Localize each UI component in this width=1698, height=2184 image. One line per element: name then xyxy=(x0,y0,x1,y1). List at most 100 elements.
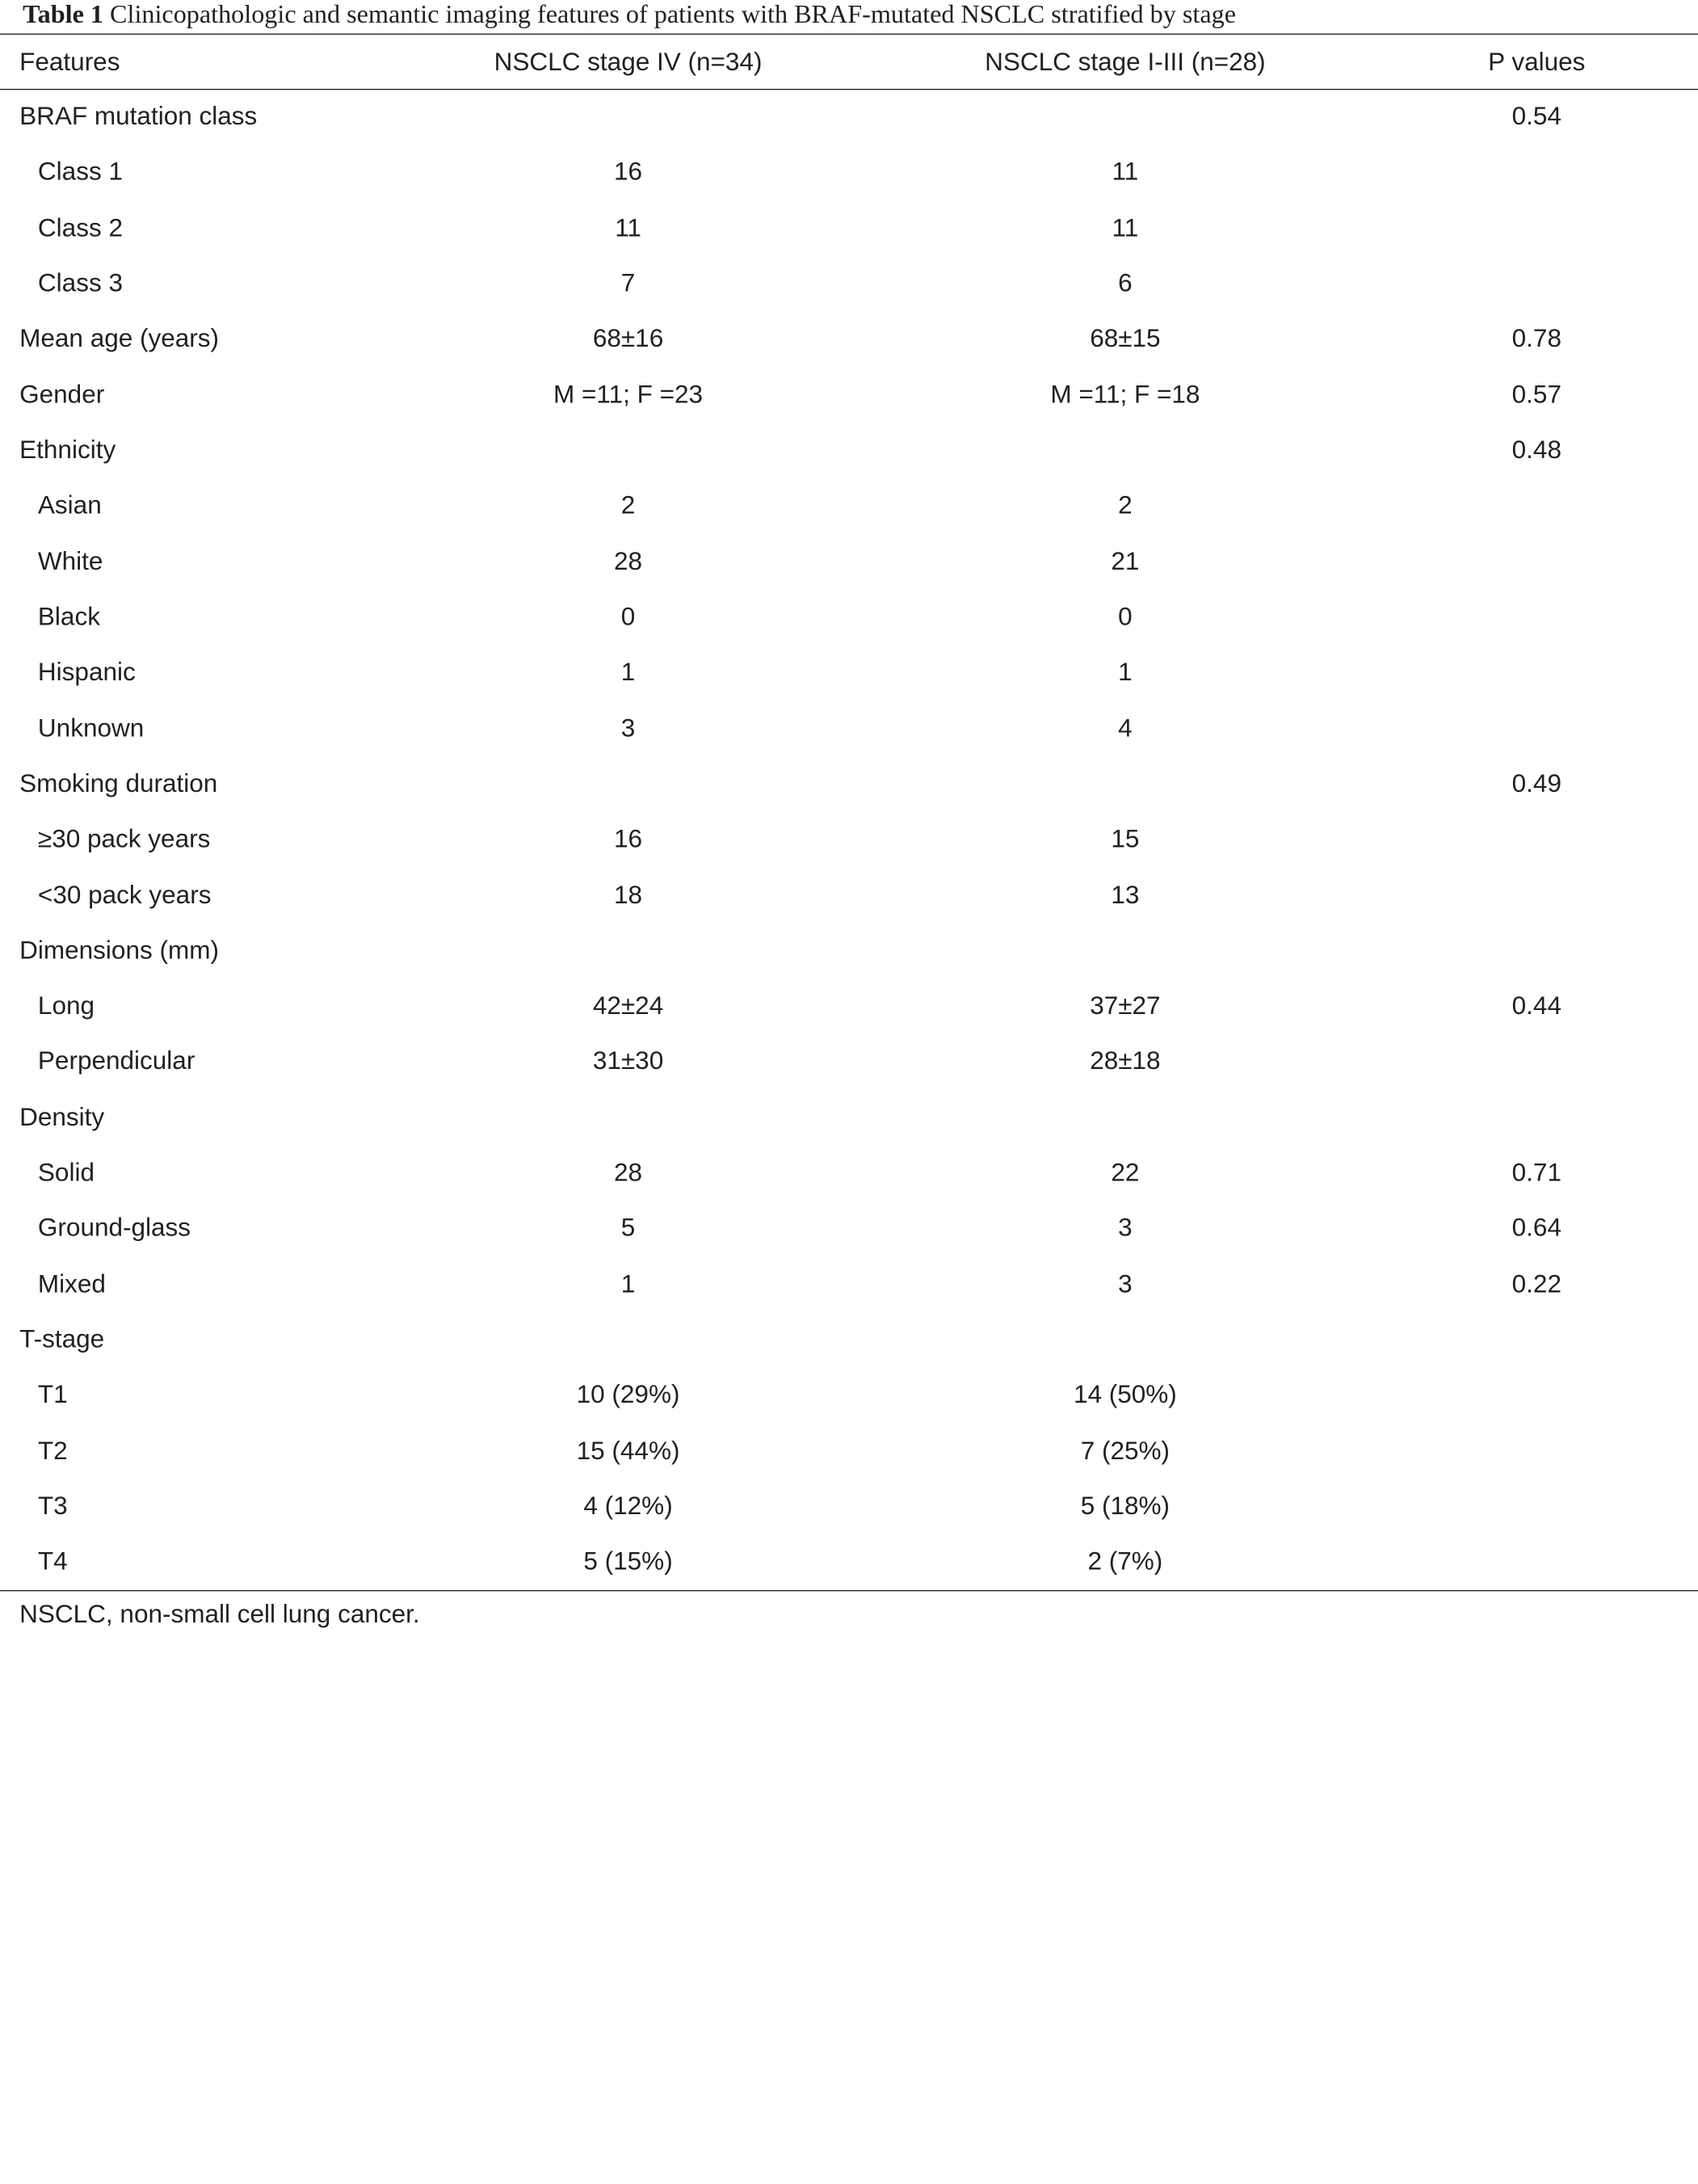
cell-feature: BRAF mutation class xyxy=(19,102,258,131)
cell-stage-i-iii: 6 xyxy=(1118,268,1133,297)
cell-feature: T1 xyxy=(37,1380,68,1409)
cell-stage-iv: 0 xyxy=(620,602,636,631)
cell-stage-iv: 16 xyxy=(614,158,643,186)
cell-p-value xyxy=(1376,533,1698,589)
cell-stage-i-iii xyxy=(875,89,1375,145)
cell-p-value xyxy=(1376,1423,1698,1479)
cell-stage-iv: 11 xyxy=(615,213,641,242)
cell-stage-iv: 28 xyxy=(614,1158,643,1187)
table-row: Long 42±24 37±27 0.44 xyxy=(0,978,1698,1034)
cell-stage-i-iii: 3 xyxy=(1118,1269,1133,1298)
table-row: Mixed 1 3 0.22 xyxy=(0,1256,1698,1312)
table-footnote: NSCLC, non-small cell lung cancer. xyxy=(19,1600,420,1628)
cell-p-value: 0.44 xyxy=(1511,991,1561,1020)
table-row: ≥30 pack years 16 15 xyxy=(0,811,1698,867)
cell-stage-iv xyxy=(381,923,875,978)
cell-stage-i-iii xyxy=(875,423,1375,478)
cell-stage-iv: 3 xyxy=(620,713,636,742)
cell-p-value: 0.57 xyxy=(1511,380,1561,409)
table-row: <30 pack years 18 13 xyxy=(0,867,1698,923)
header-row: Features NSCLC stage IV (n=34) NSCLC sta… xyxy=(0,35,1698,89)
cell-stage-iv: 5 xyxy=(620,1214,636,1242)
cell-stage-i-iii: M =11; F =18 xyxy=(1050,380,1200,409)
cell-stage-i-iii: 2 xyxy=(1118,490,1133,520)
table-caption-label: Table 1 xyxy=(23,1,104,30)
cell-stage-iv xyxy=(381,89,875,145)
cell-stage-iv: 31±30 xyxy=(592,1046,664,1075)
cell-stage-i-iii: 7 (25%) xyxy=(1080,1436,1171,1465)
cell-stage-i-iii: 22 xyxy=(1111,1158,1140,1187)
cell-stage-iv xyxy=(381,423,875,478)
bottom-rule xyxy=(0,1590,1698,1592)
table-row: Class 1 16 11 xyxy=(0,145,1698,200)
cell-stage-iv: 5 (15%) xyxy=(583,1546,673,1576)
cell-feature: Class 2 xyxy=(37,213,123,242)
cell-p-value xyxy=(1376,867,1698,923)
cell-feature: Hispanic xyxy=(37,658,136,686)
table-row: T3 4 (12%) 5 (18%) xyxy=(0,1479,1698,1534)
cell-stage-iv: M =11; F =23 xyxy=(553,380,704,409)
cell-stage-iv: 1 xyxy=(620,658,636,686)
cell-feature: Unknown xyxy=(37,713,145,742)
cell-stage-i-iii: 11 xyxy=(1112,158,1139,186)
cell-stage-i-iii: 15 xyxy=(1111,824,1140,853)
table-row: White 28 21 xyxy=(0,533,1698,589)
cell-stage-i-iii xyxy=(875,1311,1375,1367)
cell-feature: ≥30 pack years xyxy=(37,824,211,853)
cell-stage-i-iii: 5 (18%) xyxy=(1080,1491,1171,1520)
cell-feature: T4 xyxy=(37,1546,68,1576)
table-row: Density xyxy=(0,1089,1698,1145)
cell-feature: Mean age (years) xyxy=(19,324,220,353)
table-row: T-stage xyxy=(0,1311,1698,1367)
table-row: Solid 28 22 0.71 xyxy=(0,1145,1698,1201)
cell-p-value xyxy=(1376,645,1698,701)
cell-stage-iv xyxy=(381,755,875,811)
cell-feature: Ground-glass xyxy=(37,1214,191,1242)
cell-stage-i-iii: 2 (7%) xyxy=(1087,1546,1163,1576)
top-rule xyxy=(0,33,1698,35)
cell-feature: Asian xyxy=(37,490,102,520)
cell-p-value: 0.54 xyxy=(1511,102,1561,131)
cell-stage-iv: 7 xyxy=(620,268,636,297)
cell-stage-i-iii: 1 xyxy=(1118,658,1133,686)
table-row: Dimensions (mm) xyxy=(0,923,1698,978)
cell-stage-i-iii: 13 xyxy=(1111,880,1140,909)
cell-p-value xyxy=(1376,1479,1698,1534)
cell-feature: Perpendicular xyxy=(37,1046,195,1075)
table-row: Smoking duration 0.49 xyxy=(0,755,1698,811)
cell-stage-iv xyxy=(381,1089,875,1145)
table-caption-text: Clinicopathologic and semantic imaging f… xyxy=(110,1,1237,30)
cell-stage-iv: 1 xyxy=(620,1269,636,1298)
table-body: BRAF mutation class 0.54 Class 1 16 11 Class … xyxy=(0,89,1698,1589)
cell-stage-iv: 15 (44%) xyxy=(576,1436,680,1465)
table-caption: Table 1 Clinicopathologic and semantic i… xyxy=(23,0,1236,31)
cell-stage-i-iii xyxy=(875,923,1375,978)
cell-feature: Solid xyxy=(37,1158,95,1187)
table-row: Class 2 11 11 xyxy=(0,200,1698,256)
cell-p-value xyxy=(1376,811,1698,867)
cell-stage-i-iii: 37±27 xyxy=(1090,991,1161,1020)
header-features: Features xyxy=(19,47,120,76)
data-table: Features NSCLC stage IV (n=34) NSCLC sta… xyxy=(0,35,1698,1589)
cell-stage-iv: 10 (29%) xyxy=(576,1380,680,1409)
table-row: Ethnicity 0.48 xyxy=(0,423,1698,478)
cell-p-value: 0.78 xyxy=(1511,324,1561,353)
cell-p-value xyxy=(1376,701,1698,756)
cell-stage-i-iii: 28±18 xyxy=(1090,1046,1161,1075)
table-row: Unknown 3 4 xyxy=(0,701,1698,756)
table-row: T1 10 (29%) 14 (50%) xyxy=(0,1367,1698,1423)
cell-p-value xyxy=(1376,589,1698,645)
table-row: Perpendicular 31±30 28±18 xyxy=(0,1033,1698,1089)
cell-p-value: 0.64 xyxy=(1511,1214,1561,1242)
cell-p-value: 0.49 xyxy=(1511,768,1561,797)
table-row: Class 3 7 6 xyxy=(0,255,1698,311)
cell-feature: T2 xyxy=(37,1436,68,1465)
cell-stage-iv: 2 xyxy=(620,490,636,520)
cell-stage-iv xyxy=(381,1311,875,1367)
cell-stage-iv: 28 xyxy=(614,546,643,575)
table-row: T2 15 (44%) 7 (25%) xyxy=(0,1423,1698,1479)
cell-feature: T-stage xyxy=(19,1324,105,1353)
cell-stage-i-iii: 21 xyxy=(1111,546,1140,575)
cell-stage-iv: 18 xyxy=(614,880,643,909)
